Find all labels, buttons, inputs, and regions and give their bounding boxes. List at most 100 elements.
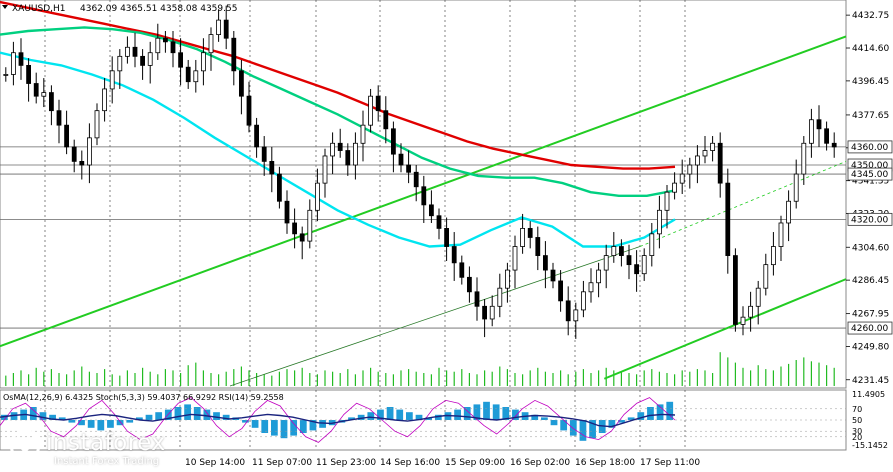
candle-body	[466, 276, 472, 293]
candle-body	[763, 264, 769, 289]
candle-body	[733, 255, 738, 325]
y-tick-label: 4414.60	[852, 44, 889, 54]
osma-bar	[463, 407, 471, 420]
candle-body	[125, 46, 130, 57]
candle-body	[147, 52, 153, 66]
y-tick-label: 4304.60	[852, 243, 889, 253]
header-symbol: XAUUSD,H1	[12, 4, 66, 14]
candle-body	[558, 280, 563, 302]
osma-bar	[406, 412, 413, 420]
osma-bar	[541, 417, 548, 420]
candle-body	[748, 305, 753, 318]
candle-body	[801, 142, 807, 175]
candle-body	[140, 55, 146, 66]
candle-body	[185, 66, 191, 83]
osma-bar	[512, 409, 519, 420]
osma-bar	[78, 420, 85, 426]
candle-body	[710, 142, 715, 151]
candle-body	[200, 52, 206, 72]
osma-bar	[136, 417, 143, 420]
candle-body	[474, 291, 480, 307]
candle-body	[208, 34, 214, 54]
osma-bar	[58, 417, 66, 420]
candle-body	[535, 237, 541, 256]
candle-body	[512, 246, 518, 271]
candle-body	[170, 41, 176, 54]
candle-body	[550, 269, 556, 282]
candle-body	[56, 110, 62, 126]
candle-body	[64, 124, 69, 148]
candle-body	[79, 160, 85, 166]
level-label-box	[847, 167, 893, 181]
candle-body	[261, 146, 267, 162]
candle-body	[786, 200, 791, 224]
candle-body	[231, 37, 237, 72]
candle-body	[611, 246, 617, 256]
candle-body	[657, 209, 662, 235]
level-label-box	[847, 140, 893, 154]
candle-body	[459, 262, 465, 278]
candle-body	[276, 173, 282, 202]
candle-body	[337, 142, 343, 151]
header-dropdown-icon[interactable]	[2, 5, 8, 9]
osma-bar	[492, 404, 500, 420]
y-tick-label: 4267.95	[852, 310, 889, 320]
candle-body	[588, 282, 594, 293]
oscillator-y-max: 11.4905	[852, 390, 885, 399]
y-tick-label: 4341.35	[852, 177, 889, 187]
watermark-tagline: Instant Forex Trading	[54, 456, 160, 467]
osma-bar	[589, 420, 596, 439]
osma-bar	[107, 420, 114, 428]
candle-body	[816, 119, 822, 130]
candle-body	[565, 300, 571, 322]
candle-body	[695, 155, 700, 166]
candles	[3, 5, 837, 339]
moving-average-line	[0, 0, 676, 170]
moving-average-line	[0, 26, 676, 198]
x-axis-ticks: 10 Sep 14:00 11 Sep 07:00 11 Sep 23:00 14 S…	[185, 458, 700, 468]
x-tick-label: 10 Sep 14:00	[185, 458, 245, 468]
osma-bar	[386, 407, 394, 420]
candle-body	[702, 150, 708, 157]
osma-bar	[39, 412, 47, 420]
osma-bar	[49, 414, 56, 420]
candle-body	[352, 142, 358, 166]
osma-bar	[348, 417, 355, 420]
candle-body	[497, 287, 503, 307]
candle-body	[216, 19, 222, 36]
osma-bar	[415, 414, 423, 420]
candle-body	[223, 19, 229, 39]
header-ohlc: 4362.09 4365.51 4358.08 4359.55	[80, 4, 237, 14]
candle-body	[284, 200, 290, 224]
osma-bar	[579, 420, 587, 441]
candle-body	[345, 150, 351, 166]
osma-bar	[656, 404, 664, 420]
osma-bar	[29, 407, 37, 420]
osc-level-label: 20	[852, 433, 862, 442]
osma-bar	[184, 404, 191, 420]
osma-bar	[251, 420, 259, 428]
x-tick-label: 11 Sep 07:00	[252, 458, 312, 468]
osma-bar	[608, 420, 616, 428]
candle-body	[375, 95, 381, 112]
osma-bar	[666, 401, 674, 420]
osma-bar	[560, 420, 568, 431]
level-label: 4350.00	[851, 161, 888, 171]
candle-body	[778, 222, 784, 247]
candle-body	[102, 88, 107, 112]
candle-body	[41, 92, 47, 97]
candle-body	[573, 309, 579, 322]
osma-bar	[319, 420, 326, 428]
candle-body	[634, 264, 639, 275]
osma-bar	[637, 412, 645, 420]
candle-body	[543, 255, 548, 271]
channel-line	[603, 278, 847, 380]
osma-bar	[647, 407, 654, 420]
candle-body	[626, 255, 632, 266]
osma-bar	[193, 407, 201, 420]
candle-body	[330, 142, 336, 157]
level-label: 4320.00	[851, 215, 888, 225]
oscillator-y-min: -15.1452	[852, 441, 888, 450]
